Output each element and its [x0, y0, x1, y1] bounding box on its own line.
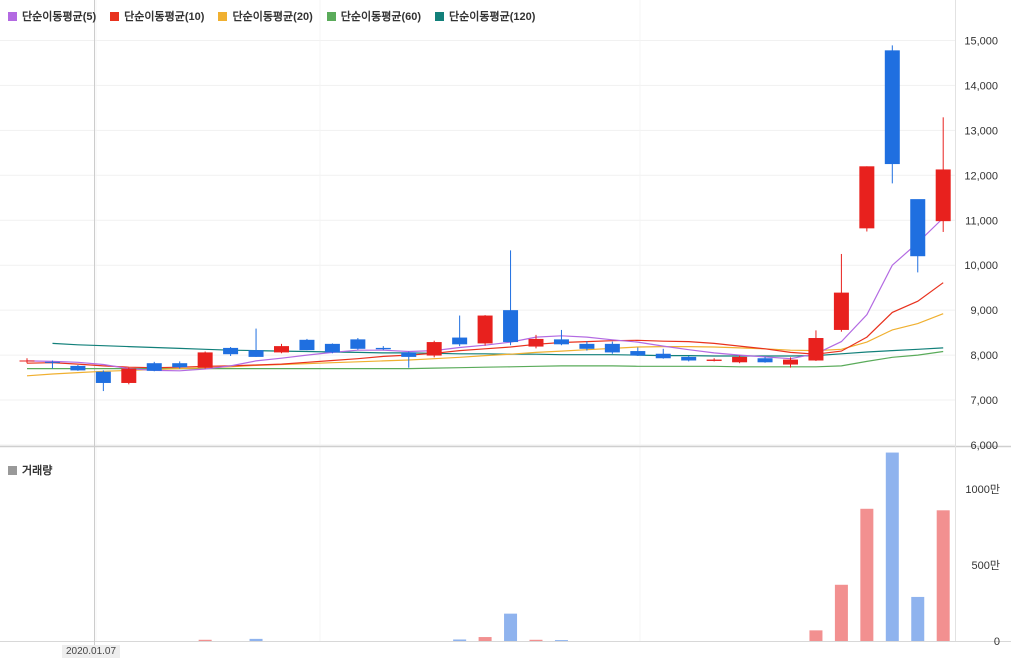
candle-body [655, 353, 671, 359]
volume-bar [885, 452, 899, 641]
legend-swatch-ma120 [435, 11, 445, 21]
price-tick-label: 11,000 [965, 215, 998, 227]
volume-bar [834, 584, 848, 641]
candle-body [324, 343, 340, 353]
price-tick-label: 12,000 [964, 170, 998, 182]
price-tick-label: 14,000 [964, 80, 998, 92]
legend-swatch-ma10 [110, 11, 120, 21]
candle-body [44, 361, 60, 363]
candle-body [859, 166, 875, 229]
candle-body [706, 359, 722, 361]
price-tick-label: 15,000 [964, 35, 998, 47]
candle-body [808, 338, 824, 361]
price-tick-label: 8,000 [970, 350, 998, 362]
legend-ma20[interactable]: 단순이동평균(20) [218, 8, 313, 24]
volume-bar [529, 639, 543, 641]
volume-tick-label: 0 [994, 636, 1000, 648]
price-tick-label: 6,000 [970, 440, 998, 452]
legend-ma120[interactable]: 단순이동평균(120) [435, 8, 535, 24]
candle-body [146, 363, 162, 371]
price-tick-label: 10,000 [964, 260, 998, 272]
legend: 단순이동평균(5) 단순이동평균(10) 단순이동평균(20) 단순이동평균(6… [8, 8, 549, 24]
legend-label-ma60: 단순이동평균(60) [340, 11, 422, 23]
legend-label-ma10: 단순이동평균(10) [124, 11, 205, 23]
candle-body [833, 292, 849, 330]
candle-body [95, 371, 111, 383]
candle-body [604, 343, 620, 353]
candle-body [884, 50, 900, 165]
line-ma20 [26, 313, 944, 377]
candle-body [757, 358, 773, 363]
price-tick-label: 7,000 [970, 395, 998, 407]
volume-bar [860, 508, 874, 641]
candle-body [783, 359, 798, 365]
candle-body [19, 360, 35, 362]
legend-label-ma5: 단순이동평균(5) [22, 11, 97, 23]
candle-body [528, 338, 544, 347]
candle-body [681, 356, 697, 361]
candle-body [223, 347, 239, 355]
candle-body [579, 343, 595, 349]
candle-body [248, 350, 264, 357]
legend-swatch-ma20 [218, 11, 228, 21]
price-tick-label: 9,000 [970, 305, 998, 317]
candle-body [426, 342, 442, 356]
candle-body [375, 347, 391, 350]
volume-bar [554, 640, 568, 641]
candle-body [70, 365, 86, 371]
price-tick-label: 13,000 [964, 125, 998, 137]
legend-swatch-volume [8, 465, 17, 475]
candle-body [274, 346, 289, 353]
candle-body [935, 169, 951, 222]
legend-ma10[interactable]: 단순이동평균(10) [110, 8, 204, 24]
volume-bar [504, 613, 518, 641]
volume-tick-label: 1000만 [965, 483, 1000, 496]
legend-ma5[interactable]: 단순이동평균(5) [8, 8, 96, 24]
legend-ma60[interactable]: 단순이동평균(60) [326, 8, 422, 24]
line-ma120 [52, 342, 944, 357]
volume-legend-label: 거래량 [22, 465, 53, 477]
candle-body [477, 315, 493, 344]
crosshair-date-label: 2020.01.07 [62, 645, 121, 658]
candle-body [350, 339, 366, 349]
candle-body [630, 351, 646, 356]
candle-body [299, 339, 315, 351]
candle-body [553, 339, 569, 345]
volume-bar [911, 596, 925, 641]
candle-body [910, 199, 926, 257]
legend-swatch-ma60 [326, 11, 336, 21]
legend-label-ma20: 단순이동평균(20) [232, 11, 313, 23]
volume-bar [453, 639, 467, 641]
volume-bar [809, 630, 823, 641]
candle-body [121, 368, 137, 383]
legend-swatch-ma5 [8, 11, 17, 21]
volume-legend[interactable]: 거래량 [8, 462, 52, 478]
volume-bar [249, 638, 263, 641]
candle-body [452, 337, 468, 345]
volume-bar [198, 639, 212, 641]
volume-bar [936, 510, 950, 641]
candle-body [401, 352, 417, 357]
volume-bar [478, 637, 492, 641]
candle-body [732, 356, 748, 363]
legend-label-ma120: 단순이동평균(120) [449, 11, 536, 23]
volume-tick-label: 500만 [972, 559, 1000, 572]
candle-body [197, 352, 213, 368]
candle-body [503, 310, 519, 343]
candle-body [172, 363, 188, 368]
